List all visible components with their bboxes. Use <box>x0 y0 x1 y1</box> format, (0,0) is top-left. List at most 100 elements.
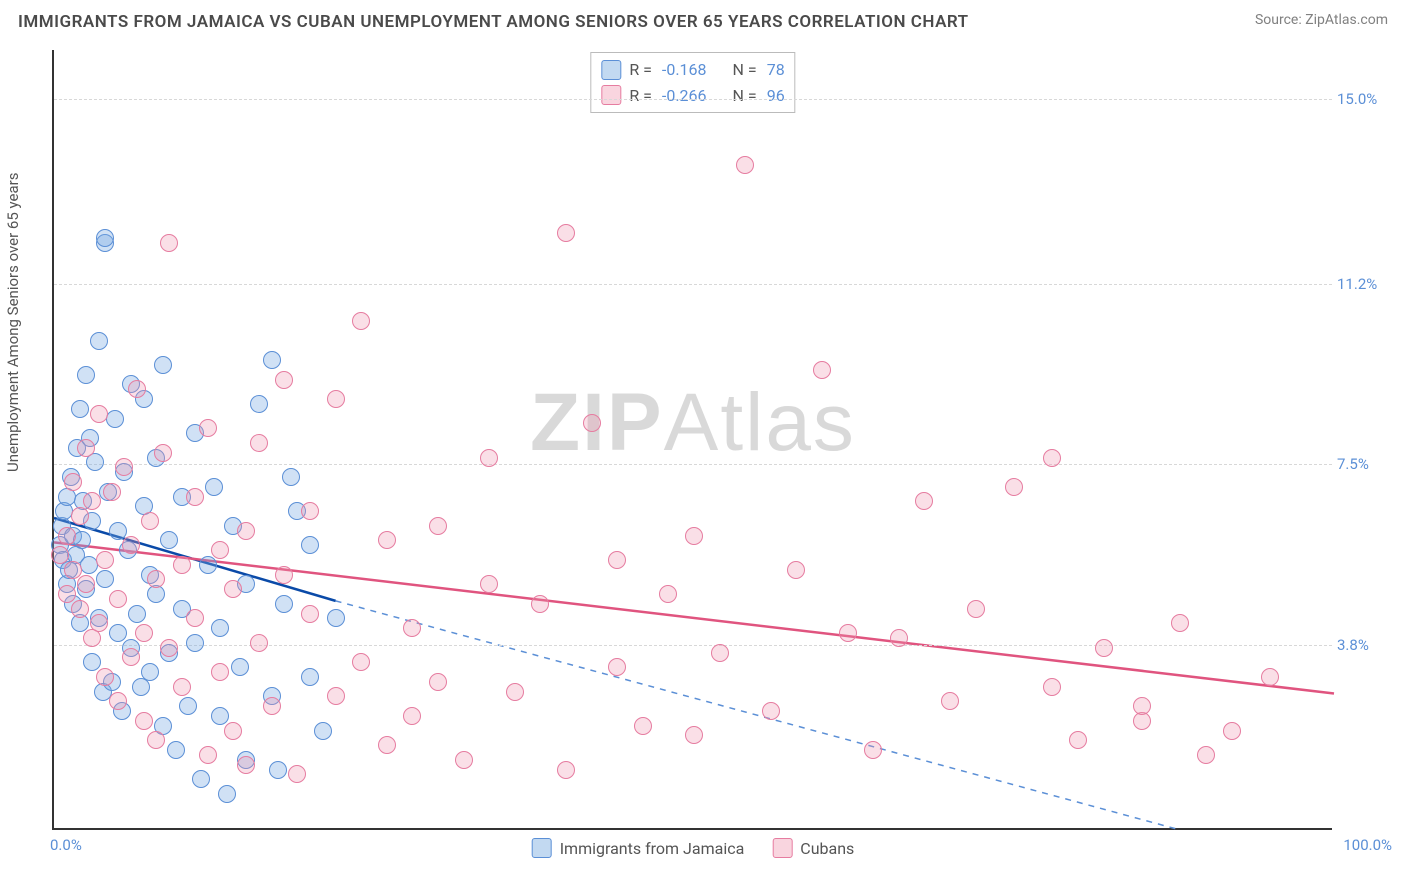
data-point-jamaica <box>77 366 95 384</box>
data-point-cubans <box>199 419 217 437</box>
data-point-cubans <box>90 405 108 423</box>
data-point-cubans <box>96 668 114 686</box>
x-tick-max: 100.0% <box>1343 836 1392 854</box>
data-point-cubans <box>128 380 146 398</box>
data-point-jamaica <box>301 536 319 554</box>
data-point-cubans <box>327 390 345 408</box>
data-point-cubans <box>288 765 306 783</box>
data-point-cubans <box>77 439 95 457</box>
data-point-cubans <box>1261 668 1279 686</box>
data-point-cubans <box>250 634 268 652</box>
data-point-jamaica <box>282 468 300 486</box>
data-point-jamaica <box>218 785 236 803</box>
data-point-cubans <box>608 658 626 676</box>
data-point-cubans <box>224 722 242 740</box>
swatch-cubans-icon <box>772 838 792 858</box>
data-point-cubans <box>557 224 575 242</box>
data-point-cubans <box>634 717 652 735</box>
data-point-cubans <box>813 361 831 379</box>
data-point-cubans <box>250 434 268 452</box>
data-point-cubans <box>711 644 729 662</box>
y-tick-label: 3.8% <box>1337 636 1392 654</box>
data-point-cubans <box>64 473 82 491</box>
data-point-jamaica <box>96 229 114 247</box>
data-point-cubans <box>51 546 69 564</box>
data-point-jamaica <box>211 707 229 725</box>
data-point-cubans <box>90 614 108 632</box>
data-point-jamaica <box>109 522 127 540</box>
n-value-jamaica: 78 <box>767 57 785 83</box>
data-point-cubans <box>71 600 89 618</box>
x-tick-min: 0.0% <box>50 836 82 854</box>
n-value-cubans: 96 <box>767 83 785 109</box>
data-point-jamaica <box>80 556 98 574</box>
source-label: Source: ZipAtlas.com <box>1255 12 1388 28</box>
data-point-cubans <box>263 697 281 715</box>
data-point-jamaica <box>109 624 127 642</box>
data-point-cubans <box>109 590 127 608</box>
data-point-jamaica <box>71 400 89 418</box>
data-point-cubans <box>403 707 421 725</box>
data-point-jamaica <box>263 351 281 369</box>
data-point-cubans <box>301 605 319 623</box>
data-point-cubans <box>154 444 172 462</box>
legend-item-cubans: Cubans <box>772 838 854 858</box>
data-point-jamaica <box>269 761 287 779</box>
data-point-jamaica <box>275 595 293 613</box>
legend-item-jamaica: Immigrants from Jamaica <box>532 838 745 858</box>
correlation-legend: R = -0.168 N = 78 R = -0.266 N = 96 <box>590 52 795 113</box>
data-point-cubans <box>103 483 121 501</box>
data-point-jamaica <box>314 722 332 740</box>
data-point-cubans <box>141 512 159 530</box>
data-point-cubans <box>186 488 204 506</box>
data-point-jamaica <box>211 619 229 637</box>
data-point-cubans <box>275 566 293 584</box>
data-point-cubans <box>160 639 178 657</box>
data-point-cubans <box>199 746 217 764</box>
data-point-cubans <box>915 492 933 510</box>
data-point-cubans <box>1223 722 1241 740</box>
data-point-cubans <box>403 619 421 637</box>
data-point-jamaica <box>128 605 146 623</box>
legend-row-jamaica: R = -0.168 N = 78 <box>601 57 784 83</box>
data-point-cubans <box>352 653 370 671</box>
data-point-cubans <box>506 683 524 701</box>
data-point-cubans <box>109 692 127 710</box>
swatch-jamaica-icon <box>532 838 552 858</box>
data-point-cubans <box>327 687 345 705</box>
data-point-cubans <box>685 726 703 744</box>
data-point-cubans <box>659 585 677 603</box>
swatch-jamaica <box>601 60 621 80</box>
data-point-cubans <box>941 692 959 710</box>
data-point-cubans <box>1171 614 1189 632</box>
data-point-cubans <box>58 527 76 545</box>
data-point-cubans <box>480 575 498 593</box>
chart-header: IMMIGRANTS FROM JAMAICA VS CUBAN UNEMPLO… <box>0 0 1406 40</box>
data-point-cubans <box>237 522 255 540</box>
grid-line <box>54 464 1332 465</box>
data-point-cubans <box>147 570 165 588</box>
data-point-jamaica <box>141 663 159 681</box>
data-point-jamaica <box>199 556 217 574</box>
data-point-cubans <box>115 458 133 476</box>
data-point-cubans <box>122 648 140 666</box>
legend-row-cubans: R = -0.266 N = 96 <box>601 83 784 109</box>
data-point-cubans <box>135 712 153 730</box>
data-point-cubans <box>557 761 575 779</box>
data-point-cubans <box>378 531 396 549</box>
data-point-cubans <box>1069 731 1087 749</box>
data-point-cubans <box>58 585 76 603</box>
grid-line <box>54 99 1332 100</box>
r-value-jamaica: -0.168 <box>662 57 707 83</box>
data-point-jamaica <box>205 478 223 496</box>
data-point-jamaica <box>250 395 268 413</box>
data-point-cubans <box>211 663 229 681</box>
data-point-cubans <box>224 580 242 598</box>
data-point-jamaica <box>154 356 172 374</box>
chart-title: IMMIGRANTS FROM JAMAICA VS CUBAN UNEMPLO… <box>18 12 969 32</box>
data-point-jamaica <box>96 570 114 588</box>
data-point-cubans <box>173 678 191 696</box>
data-point-jamaica <box>186 634 204 652</box>
data-point-jamaica <box>83 653 101 671</box>
data-point-cubans <box>160 234 178 252</box>
